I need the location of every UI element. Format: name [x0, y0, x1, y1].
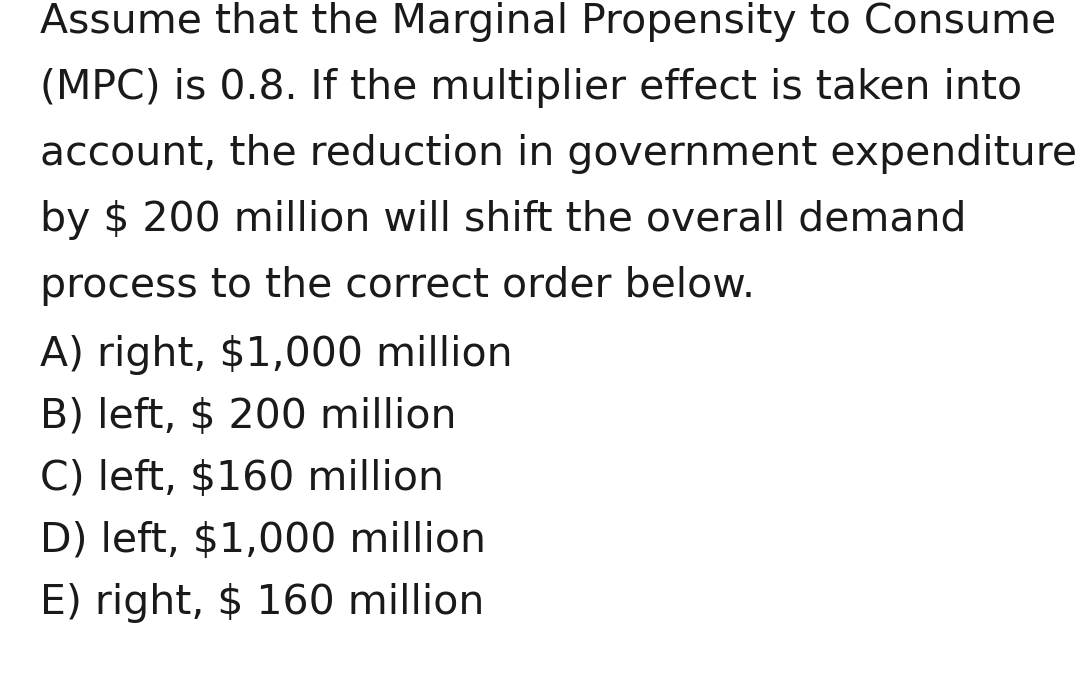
Text: (MPC) is 0.8. If the multiplier effect is taken into: (MPC) is 0.8. If the multiplier effect i…: [40, 68, 1022, 108]
Text: E) right, $ 160 million: E) right, $ 160 million: [40, 583, 484, 623]
Text: D) left, $1,000 million: D) left, $1,000 million: [40, 521, 486, 561]
Text: C) left, $160 million: C) left, $160 million: [40, 459, 444, 499]
Text: account, the reduction in government expenditure: account, the reduction in government exp…: [40, 134, 1077, 174]
Text: Assume that the Marginal Propensity to Consume: Assume that the Marginal Propensity to C…: [40, 2, 1056, 42]
Text: process to the correct order below.: process to the correct order below.: [40, 266, 755, 306]
Text: A) right, $1,000 million: A) right, $1,000 million: [40, 335, 513, 375]
Text: B) left, $ 200 million: B) left, $ 200 million: [40, 397, 457, 437]
Text: by $ 200 million will shift the overall demand: by $ 200 million will shift the overall …: [40, 200, 967, 240]
